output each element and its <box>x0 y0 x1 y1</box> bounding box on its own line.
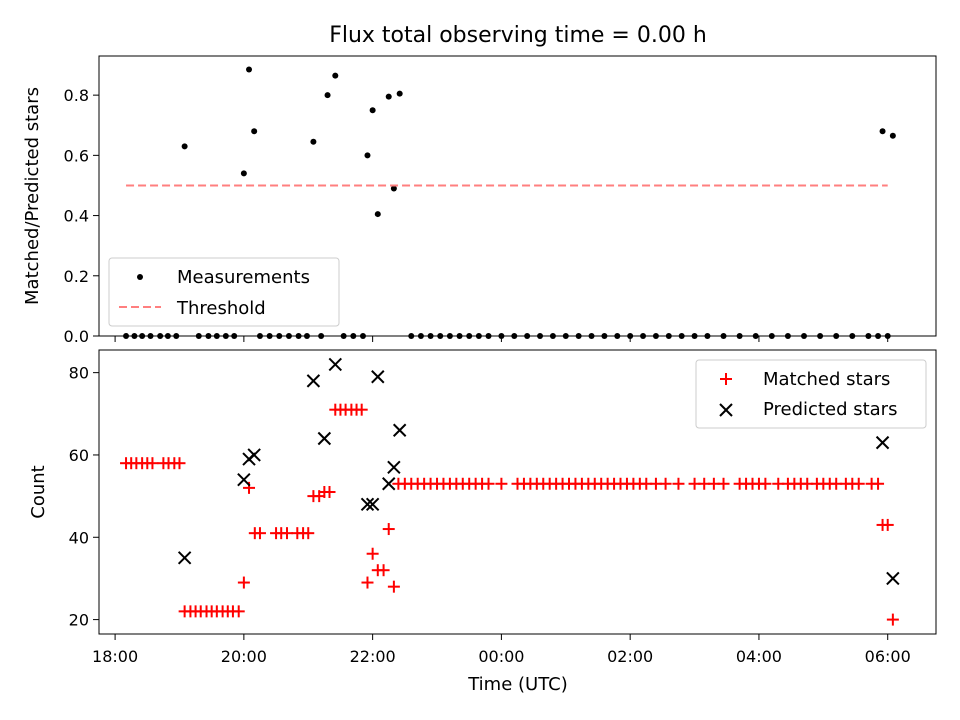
measurement-point <box>310 138 317 145</box>
legend-threshold-label: Threshold <box>176 298 266 319</box>
bottom-legend: Matched stars Predicted stars <box>695 359 927 429</box>
bottom-xlabel: Time (UTC) <box>467 674 568 695</box>
xtick-label: 04:00 <box>736 647 782 666</box>
measurement-point <box>390 185 397 192</box>
matched-star-point <box>387 580 400 593</box>
matched-star-point <box>173 457 186 470</box>
matched-star-point <box>759 477 772 490</box>
xtick-label: 18:00 <box>92 647 138 666</box>
top-legend-box <box>108 257 340 327</box>
measurement-point <box>251 128 258 135</box>
predicted-star-point <box>177 551 192 565</box>
predicted-star-point <box>237 472 251 487</box>
legend-predicted-label: Predicted stars <box>763 399 897 420</box>
predicted-star-point <box>317 431 332 446</box>
bottom-ylabel: Count <box>28 465 49 518</box>
predicted-star-point <box>382 477 396 491</box>
ytick-label: 20 <box>69 611 89 630</box>
top-axes-frame <box>98 55 937 337</box>
legend-measurements-marker <box>137 274 143 280</box>
ytick-label: 0.2 <box>64 267 89 286</box>
predicted-star-point <box>886 571 900 586</box>
legend-measurements-label: Measurements <box>177 267 310 288</box>
predicted-star-point <box>392 423 407 437</box>
xtick-label: 02:00 <box>607 647 653 666</box>
measurement-point <box>889 132 896 139</box>
predicted-star-point <box>328 357 342 372</box>
ytick-label: 0.8 <box>64 86 89 105</box>
predicted-star-point <box>365 497 380 512</box>
matched-star-point <box>366 547 379 560</box>
legend-predicted-marker <box>719 403 733 417</box>
measurement-point <box>364 152 371 159</box>
ytick-label: 40 <box>69 528 89 547</box>
matched-star-point <box>852 477 865 490</box>
xtick-label: 06:00 <box>865 647 911 666</box>
bottom-ticks: 20 40 60 80 18:00 20:00 22:00 00:00 02:00 04:00 06… <box>69 364 911 666</box>
matched-star-point <box>302 527 315 540</box>
ytick-label: 60 <box>69 446 89 465</box>
measurement-point <box>181 143 188 150</box>
matched-star-point <box>886 613 899 626</box>
matched-star-point <box>382 523 395 536</box>
measurement-point <box>385 93 392 100</box>
measurement-point <box>332 72 339 79</box>
xtick-label: 22:00 <box>350 647 396 666</box>
measurement-point <box>374 211 381 218</box>
matched-star-point <box>323 486 336 498</box>
legend-matched-label: Matched stars <box>763 369 890 390</box>
top-ylabel: Matched/Predicted stars <box>22 87 43 305</box>
predicted-star-point <box>360 497 375 512</box>
top-legend: Measurements Threshold <box>108 257 340 327</box>
measurement-point <box>879 128 886 135</box>
matched-star-point <box>717 477 730 490</box>
matched-star-point <box>482 477 495 490</box>
matched-star-point <box>253 527 266 540</box>
bottom-axes-frame <box>98 349 937 635</box>
matched-star-point <box>881 518 894 531</box>
measurement-point <box>369 107 376 114</box>
matched-star-point <box>495 477 508 490</box>
matched-star-point <box>237 576 250 589</box>
top-title: Flux total observing time = 0.00 h <box>329 23 707 48</box>
matched-star-point <box>377 564 390 577</box>
measurement-point <box>240 170 247 177</box>
ytick-label: 0.6 <box>64 146 89 165</box>
measurement-point <box>246 66 253 73</box>
matched-star-point <box>355 403 368 416</box>
predicted-star-point <box>306 374 321 388</box>
ytick-label: 0.4 <box>64 207 89 226</box>
predicted-star-point <box>371 370 385 384</box>
matched-star-point <box>146 457 159 470</box>
bottom-plot-area <box>120 357 900 626</box>
measurement-point <box>396 90 403 97</box>
bottom-legend-box <box>695 359 927 429</box>
matched-star-point <box>361 576 374 589</box>
matched-star-point <box>281 527 294 540</box>
legend-matched-marker <box>720 373 732 385</box>
xtick-label: 20:00 <box>221 647 267 666</box>
ytick-label: 0.0 <box>64 327 89 346</box>
predicted-star-point <box>247 448 261 462</box>
measurement-point <box>324 92 331 99</box>
matched-star-point <box>232 605 245 618</box>
matched-star-point <box>659 477 672 490</box>
ytick-label: 80 <box>69 364 89 383</box>
xtick-label: 00:00 <box>478 647 524 666</box>
predicted-star-point <box>875 435 890 450</box>
predicted-star-point <box>387 460 401 475</box>
top-ticks: 0.0 0.2 0.4 0.6 0.8 <box>64 86 889 346</box>
matched-star-point <box>872 477 885 490</box>
matched-star-point <box>672 477 685 490</box>
